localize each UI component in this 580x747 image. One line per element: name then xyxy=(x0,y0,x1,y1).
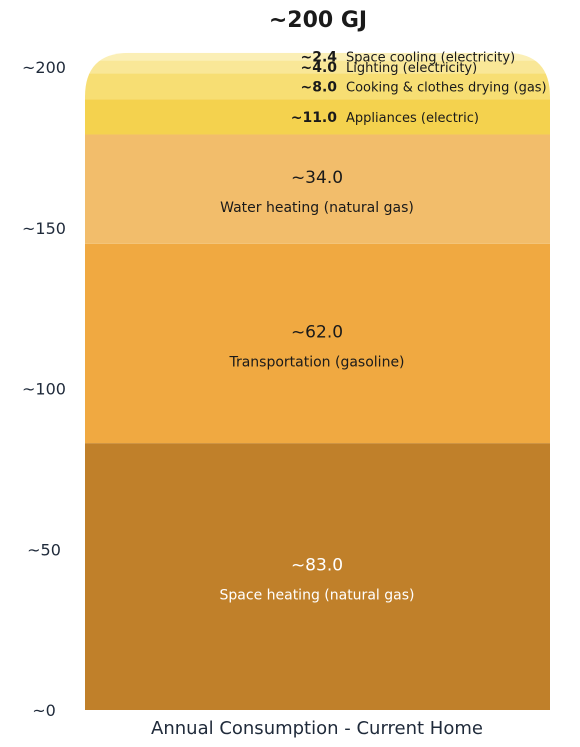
bar-segment-3 xyxy=(85,99,550,135)
bar-segment-5 xyxy=(85,60,550,74)
bar-segment-4 xyxy=(85,73,550,100)
y-tick-label-3: ~150 xyxy=(22,219,66,238)
segment-value-label-2: ~34.0 xyxy=(291,168,343,188)
y-tick-label-4: ~200 xyxy=(22,58,66,77)
segment-value-label-4: ~8.0 xyxy=(300,79,337,95)
bar-segment-0 xyxy=(85,443,550,710)
segment-labels: ~83.0 Space heating (natural gas) ~62.0 Tra… xyxy=(220,50,547,604)
segment-name-label-6: Space cooling (electricity) xyxy=(346,51,515,66)
y-tick-label-2: ~100 xyxy=(22,380,66,399)
segment-name-label-0: Space heating (natural gas) xyxy=(220,588,415,604)
bar-segment-1 xyxy=(85,243,550,444)
segment-value-label-1: ~62.0 xyxy=(291,322,343,342)
segment-value-label-5: ~4.0 xyxy=(300,60,337,76)
segment-name-label-3: Appliances (electric) xyxy=(346,111,479,126)
segment-name-label-1: Transportation (gasoline) xyxy=(228,354,404,370)
segment-value-label-3: ~11.0 xyxy=(291,110,338,126)
y-axis-ticks: ~0 ~50 ~100 ~150 ~200 xyxy=(22,58,66,720)
segment-value-label-0: ~83.0 xyxy=(291,556,343,576)
x-axis-label: Annual Consumption - Current Home xyxy=(151,718,483,739)
bar-segment-6 xyxy=(85,52,550,61)
bar-segment-2 xyxy=(85,134,550,244)
bar-segments xyxy=(85,52,550,710)
y-tick-label-1: ~50 xyxy=(27,540,61,559)
segment-name-label-4: Cooking & clothes drying (gas) xyxy=(346,80,547,95)
chart-title: ~200 GJ xyxy=(269,8,367,33)
segment-name-label-5: Lighting (electricity) xyxy=(346,61,477,76)
segment-name-label-2: Water heating (natural gas) xyxy=(220,200,414,216)
y-tick-label-0: ~0 xyxy=(32,701,56,720)
segment-value-label-6: ~2.4 xyxy=(300,50,337,66)
